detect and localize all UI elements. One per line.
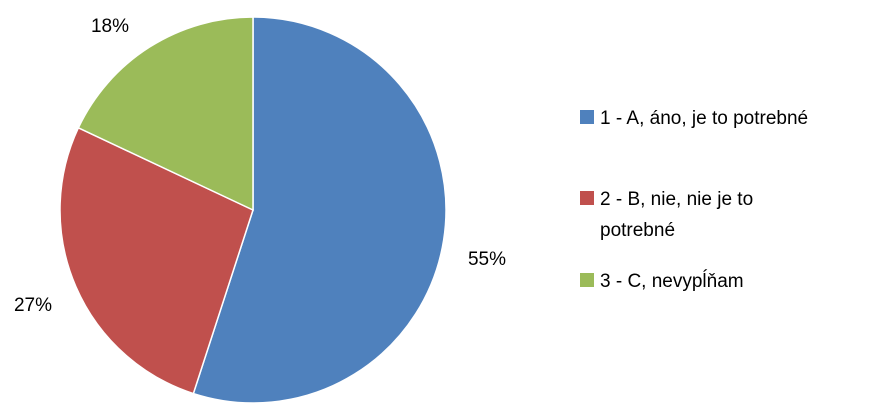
slice-value-label-2: 27%	[14, 295, 52, 316]
slice-value-label-1: 55%	[468, 249, 506, 270]
pie-slice-1	[192, 16, 447, 403]
pie-slice-2	[59, 126, 254, 395]
legend-swatch-3	[580, 273, 594, 287]
legend-label-3: 3 - C, nevypĺňam	[600, 270, 744, 292]
legend-label-1: 1 - A, áno, je to potrebné	[600, 108, 808, 129]
legend-item-2: 2 - B, nie, nie je to potrebné	[580, 189, 753, 241]
slice-value-label-3: 18%	[91, 16, 129, 37]
legend-label-2: 2 - B, nie, nie je to potrebné	[600, 189, 753, 241]
pie-slices	[59, 16, 447, 403]
legend-item-3: 3 - C, nevypĺňam	[580, 270, 744, 292]
pie-slice-3	[77, 16, 254, 212]
legend-swatch-2	[580, 191, 594, 205]
legend-item-1: 1 - A, áno, je to potrebné	[580, 108, 808, 129]
legend: 1 - A, áno, je to potrebné 2 - B, nie, ni…	[580, 108, 808, 292]
legend-swatch-1	[580, 110, 594, 124]
pie-value-labels: 55% 27% 18%	[14, 16, 506, 316]
